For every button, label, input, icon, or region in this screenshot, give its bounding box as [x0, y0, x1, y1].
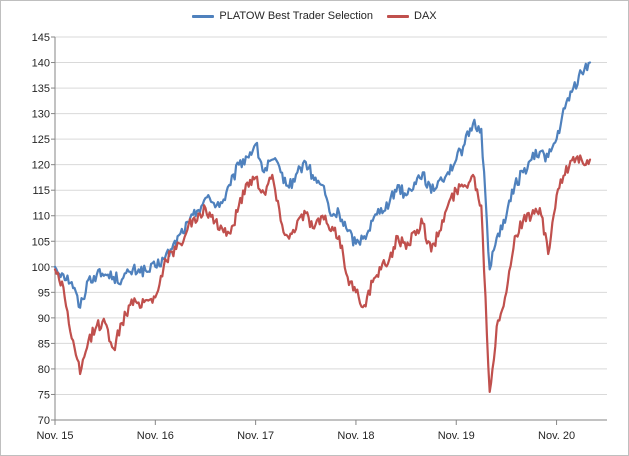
legend-swatch-dax [387, 14, 410, 18]
y-tick-label-80: 80 [38, 364, 50, 376]
y-tick-label-85: 85 [38, 338, 50, 350]
x-tick-label-5: Nov. 20 [538, 430, 575, 442]
series-line-dax [53, 154, 592, 393]
series-line-platow [53, 61, 592, 309]
legend-label-dax: DAX [414, 10, 437, 22]
y-tick-label-145: 145 [32, 32, 50, 44]
y-tick-label-135: 135 [32, 83, 50, 95]
x-tick-label-2: Nov. 17 [237, 430, 274, 442]
x-tick-label-1: Nov. 16 [137, 430, 174, 442]
legend-item-dax: DAX [387, 10, 437, 22]
y-tick-label-120: 120 [32, 160, 50, 172]
y-tick-label-95: 95 [38, 287, 50, 299]
y-tick-label-90: 90 [38, 313, 50, 325]
y-tick-label-130: 130 [32, 109, 50, 121]
x-tick-label-4: Nov. 19 [438, 430, 475, 442]
y-tick-label-115: 115 [32, 185, 50, 197]
legend: PLATOW Best Trader Selection DAX [0, 10, 629, 22]
y-tick-label-140: 140 [32, 58, 50, 70]
y-tick-label-125: 125 [32, 134, 50, 146]
x-tick-label-3: Nov. 18 [337, 430, 374, 442]
y-tick-label-75: 75 [38, 389, 50, 401]
y-tick-label-70: 70 [38, 415, 50, 427]
y-tick-label-105: 105 [32, 236, 50, 248]
legend-label-platow: PLATOW Best Trader Selection [219, 10, 374, 22]
legend-swatch-platow [192, 14, 215, 18]
legend-item-platow: PLATOW Best Trader Selection [192, 10, 373, 22]
y-tick-label-100: 100 [32, 262, 50, 274]
x-tick-label-0: Nov. 15 [36, 430, 73, 442]
y-tick-label-110: 110 [32, 211, 50, 223]
